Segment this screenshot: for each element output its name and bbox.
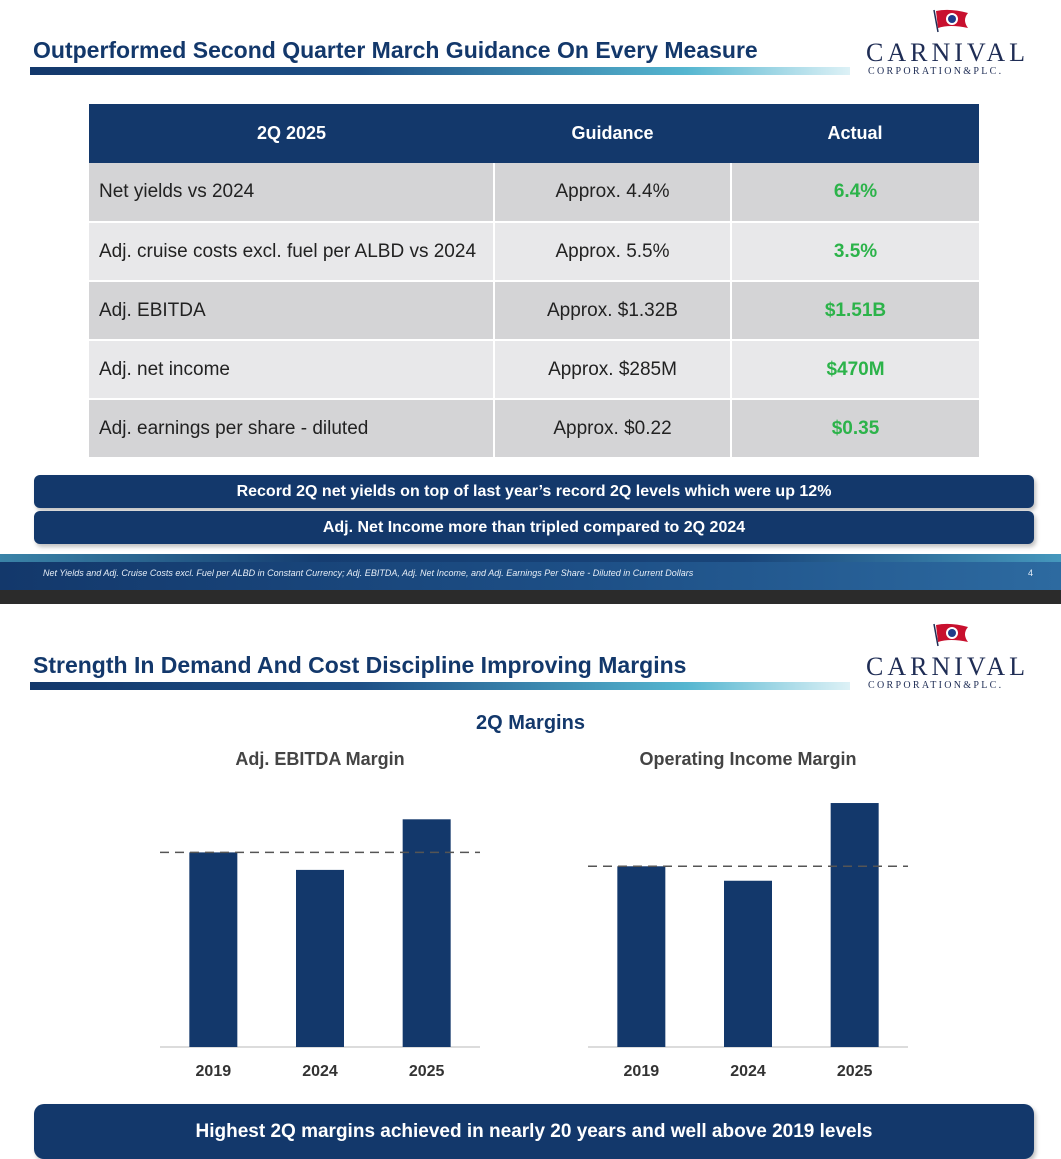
highlight-banner-margins: Highest 2Q margins achieved in nearly 20… — [34, 1104, 1034, 1159]
row-guidance: Approx. $1.32B — [494, 281, 732, 341]
header-guidance: Guidance — [494, 104, 731, 163]
tick-label-2025: 2025 — [837, 1063, 873, 1080]
table-row: Net yields vs 2024 Approx. 4.4% 6.4% — [89, 163, 979, 223]
row-actual: 3.5% — [731, 222, 979, 282]
header-period: 2Q 2025 — [89, 104, 494, 163]
chart-title-ebitda: Adj. EBITDA Margin — [235, 749, 405, 769]
slide-title: Strength In Demand And Cost Discipline I… — [33, 652, 687, 678]
row-guidance: Approx. 5.5% — [494, 222, 732, 282]
row-measure: Adj. EBITDA — [89, 281, 495, 341]
tick-label-2024: 2024 — [302, 1063, 338, 1080]
page-number: 4 — [1028, 568, 1034, 578]
table-header-row: 2Q 2025 Guidance Actual — [89, 104, 979, 163]
ebitda-margin-chart: 2019 2024 2025 — [160, 819, 480, 1080]
tick-label-2025: 2025 — [409, 1063, 445, 1080]
table-row: Adj. EBITDA Approx. $1.32B $1.51B — [89, 281, 979, 341]
carnival-logo: CARNIVAL CORPORATION&PLC. — [866, 622, 1041, 692]
row-measure: Adj. earnings per share - diluted — [89, 399, 495, 459]
row-measure: Adj. cruise costs excl. fuel per ALBD vs… — [89, 222, 495, 282]
row-guidance: Approx. $285M — [494, 340, 732, 400]
row-guidance: Approx. $0.22 — [494, 399, 732, 459]
section-title: 2Q Margins — [476, 712, 585, 734]
row-actual: $470M — [731, 340, 979, 400]
logo-subtext: CORPORATION&PLC. — [868, 680, 1004, 691]
row-actual: $1.51B — [731, 281, 979, 341]
slide-margins: Strength In Demand And Cost Discipline I… — [0, 604, 1061, 1159]
table-row: Adj. cruise costs excl. fuel per ALBD vs… — [89, 222, 979, 282]
row-measure: Adj. net income — [89, 340, 495, 400]
slide-separator — [0, 590, 1061, 604]
table-row: Adj. net income Approx. $285M $470M — [89, 340, 979, 400]
logo-subtext: CORPORATION&PLC. — [868, 66, 1004, 77]
footnote: Net Yields and Adj. Cruise Costs excl. F… — [43, 568, 694, 578]
title-underline — [30, 682, 850, 690]
logo-brand: CARNIVAL — [866, 652, 1029, 681]
row-guidance: Approx. 4.4% — [494, 163, 732, 223]
footer-wave — [0, 554, 1061, 562]
tick-label-2024: 2024 — [730, 1063, 766, 1080]
row-measure: Net yields vs 2024 — [89, 163, 495, 223]
bar-2019 — [617, 866, 666, 1047]
bar-2025 — [402, 819, 451, 1047]
row-actual: $0.35 — [731, 399, 979, 459]
row-actual: 6.4% — [731, 163, 979, 223]
bar-2024 — [296, 869, 344, 1047]
flag-icon — [933, 9, 968, 33]
flag-icon — [933, 623, 968, 647]
chart-title-operating: Operating Income Margin — [639, 749, 857, 769]
carnival-logo: CARNIVAL CORPORATION&PLC. — [866, 8, 1041, 78]
highlight-banner-net-income: Adj. Net Income more than tripled compar… — [34, 511, 1034, 544]
guidance-table: 2Q 2025 Guidance Actual Net yields vs 20… — [89, 104, 979, 459]
bar-2019 — [189, 852, 238, 1047]
title-underline — [30, 67, 850, 75]
logo-brand: CARNIVAL — [866, 38, 1029, 67]
slide-footer: Net Yields and Adj. Cruise Costs excl. F… — [0, 554, 1061, 590]
table-row: Adj. earnings per share - diluted Approx… — [89, 399, 979, 459]
operating-margin-chart: 2019 2024 2025 — [588, 803, 908, 1080]
highlight-banner-yields: Record 2Q net yields on top of last year… — [34, 475, 1034, 508]
tick-label-2019: 2019 — [624, 1063, 660, 1080]
slide-guidance: Outperformed Second Quarter March Guidan… — [0, 8, 1061, 590]
slide-title: Outperformed Second Quarter March Guidan… — [33, 37, 758, 63]
tick-label-2019: 2019 — [196, 1063, 232, 1080]
bar-2024 — [724, 880, 772, 1047]
header-actual: Actual — [731, 104, 979, 163]
bar-2025 — [830, 803, 879, 1047]
